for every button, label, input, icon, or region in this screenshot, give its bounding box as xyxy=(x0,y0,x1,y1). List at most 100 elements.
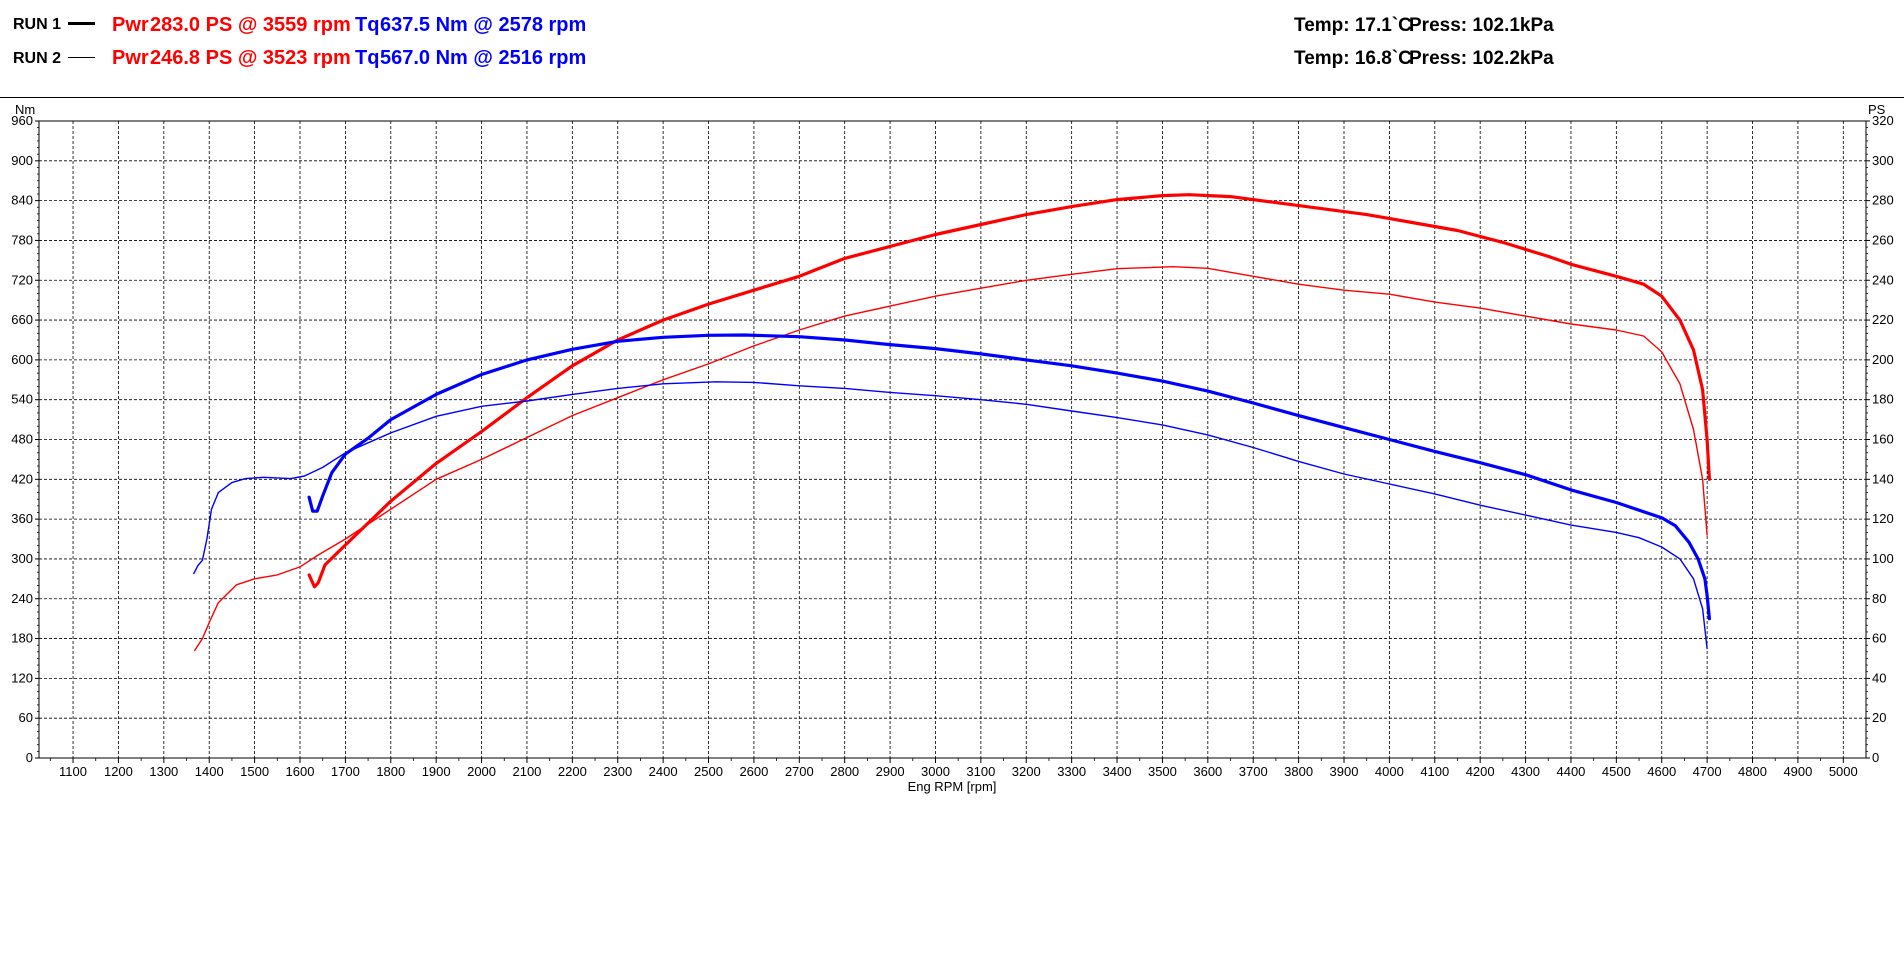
x-tick-label: 2400 xyxy=(649,764,678,779)
x-tick-label: 3400 xyxy=(1103,764,1132,779)
y-right-tick-label: 280 xyxy=(1872,193,1894,208)
x-tick-label: 2200 xyxy=(558,764,587,779)
chart-grid xyxy=(39,120,1866,758)
y-left-tick-label: 600 xyxy=(11,352,33,367)
x-tick-label: 2800 xyxy=(830,764,859,779)
x-tick-label: 4900 xyxy=(1783,764,1812,779)
run2-power-summary: 246.8 PS @ 3523 rpm xyxy=(150,47,351,69)
y-right-tick-label: 260 xyxy=(1872,232,1894,247)
x-tick-label: 1300 xyxy=(149,764,178,779)
x-tick-label: 3100 xyxy=(966,764,995,779)
chart-series xyxy=(193,193,1712,652)
x-tick-label: 4600 xyxy=(1647,764,1676,779)
x-tick-label: 3700 xyxy=(1239,764,1268,779)
run1-power-summary: 283.0 PS @ 3559 rpm xyxy=(150,14,351,36)
dyno-chart: 0601201802403003604204805406006607207808… xyxy=(11,102,1893,794)
x-tick-label: 3600 xyxy=(1193,764,1222,779)
chart-axes: 0601201802403003604204805406006607207808… xyxy=(11,113,1893,779)
run1-temperature: Temp: 17.1`C xyxy=(1294,15,1412,36)
y-right-tick-label: 300 xyxy=(1872,153,1894,168)
y-right-tick-label: 120 xyxy=(1872,511,1894,526)
x-tick-label: 1200 xyxy=(104,764,133,779)
y-right-tick-label: 160 xyxy=(1872,432,1894,447)
x-tick-label: 1700 xyxy=(331,764,360,779)
run2-torque-summary: 567.0 Nm @ 2516 rpm xyxy=(380,47,587,69)
run1-torque-line xyxy=(307,333,1712,621)
y-left-tick-label: 240 xyxy=(11,591,33,606)
x-tick-label: 2700 xyxy=(785,764,814,779)
y-right-tick-label: 60 xyxy=(1872,631,1886,646)
run2-line-swatch xyxy=(68,57,95,58)
y-left-tick-label: 0 xyxy=(26,750,33,765)
x-tick-label: 4700 xyxy=(1693,764,1722,779)
y-left-tick-label: 360 xyxy=(11,511,33,526)
y-left-tick-label: 540 xyxy=(11,392,33,407)
run1-pressure: Press: 102.1kPa xyxy=(1409,15,1554,36)
x-tick-label: 3200 xyxy=(1012,764,1041,779)
run2-torque-line xyxy=(193,381,1708,650)
y-left-tick-label: 120 xyxy=(11,670,33,685)
y-axis-left-label: Nm xyxy=(15,102,35,117)
x-tick-label: 1900 xyxy=(422,764,451,779)
run1-torque-prefix: Tq xyxy=(355,14,380,36)
x-tick-label: 1400 xyxy=(195,764,224,779)
x-tick-label: 5000 xyxy=(1829,764,1858,779)
run2-power-prefix: Pwr xyxy=(112,47,149,69)
x-tick-label: 3800 xyxy=(1284,764,1313,779)
x-tick-label: 4500 xyxy=(1602,764,1631,779)
x-tick-label: 3300 xyxy=(1057,764,1086,779)
y-left-tick-label: 60 xyxy=(19,710,33,725)
y-right-tick-label: 320 xyxy=(1872,113,1894,128)
y-right-tick-label: 80 xyxy=(1872,591,1886,606)
x-tick-label: 2500 xyxy=(694,764,723,779)
x-tick-label: 4100 xyxy=(1420,764,1449,779)
x-tick-label: 3900 xyxy=(1330,764,1359,779)
plot-frame xyxy=(38,120,1867,759)
run2-label: RUN 2 xyxy=(13,50,62,67)
y-left-tick-label: 660 xyxy=(11,312,33,327)
run1-power-line xyxy=(307,193,1712,589)
run1-label: RUN 1 xyxy=(13,16,62,33)
chart-header: RUN 1 Pwr 283.0 PS @ 3559 rpm Tq 637.5 N… xyxy=(0,0,1904,98)
run2-temperature: Temp: 16.8`C xyxy=(1294,48,1412,69)
x-tick-label: 4000 xyxy=(1375,764,1404,779)
y-right-tick-label: 240 xyxy=(1872,272,1894,287)
y-right-tick-label: 40 xyxy=(1872,670,1886,685)
y-left-tick-label: 480 xyxy=(11,432,33,447)
y-left-tick-label: 720 xyxy=(11,272,33,287)
x-tick-label: 1600 xyxy=(286,764,315,779)
x-tick-label: 2100 xyxy=(512,764,541,779)
run2-pressure: Press: 102.2kPa xyxy=(1409,48,1554,69)
y-right-tick-label: 100 xyxy=(1872,551,1894,566)
x-tick-label: 3000 xyxy=(921,764,950,779)
y-left-tick-label: 300 xyxy=(11,551,33,566)
y-right-tick-label: 220 xyxy=(1872,312,1894,327)
x-tick-label: 2300 xyxy=(603,764,632,779)
x-tick-label: 2000 xyxy=(467,764,496,779)
x-tick-label: 1500 xyxy=(240,764,269,779)
x-tick-label: 4200 xyxy=(1466,764,1495,779)
y-right-tick-label: 0 xyxy=(1872,750,1879,765)
x-tick-label: 2600 xyxy=(739,764,768,779)
run2-power-line xyxy=(193,265,1708,652)
run2-torque-prefix: Tq xyxy=(355,47,380,69)
y-right-tick-label: 200 xyxy=(1872,352,1894,367)
y-right-tick-label: 140 xyxy=(1872,471,1894,486)
y-left-tick-label: 780 xyxy=(11,232,33,247)
x-tick-label: 3500 xyxy=(1148,764,1177,779)
y-left-tick-label: 840 xyxy=(11,193,33,208)
run1-torque-summary: 637.5 Nm @ 2578 rpm xyxy=(380,14,587,36)
y-right-tick-label: 180 xyxy=(1872,392,1894,407)
x-tick-label: 1100 xyxy=(59,764,87,779)
y-left-tick-label: 900 xyxy=(11,153,33,168)
x-tick-label: 4300 xyxy=(1511,764,1540,779)
x-tick-label: 1800 xyxy=(376,764,405,779)
header-divider xyxy=(0,97,1904,98)
y-right-tick-label: 20 xyxy=(1872,710,1886,725)
run1-line-swatch xyxy=(68,22,95,25)
y-left-tick-label: 180 xyxy=(11,631,33,646)
chart-labels: Nm PS Eng RPM [rpm] xyxy=(15,102,1886,794)
x-tick-label: 4400 xyxy=(1556,764,1585,779)
y-left-tick-label: 420 xyxy=(11,471,33,486)
x-axis-label: Eng RPM [rpm] xyxy=(908,779,997,794)
